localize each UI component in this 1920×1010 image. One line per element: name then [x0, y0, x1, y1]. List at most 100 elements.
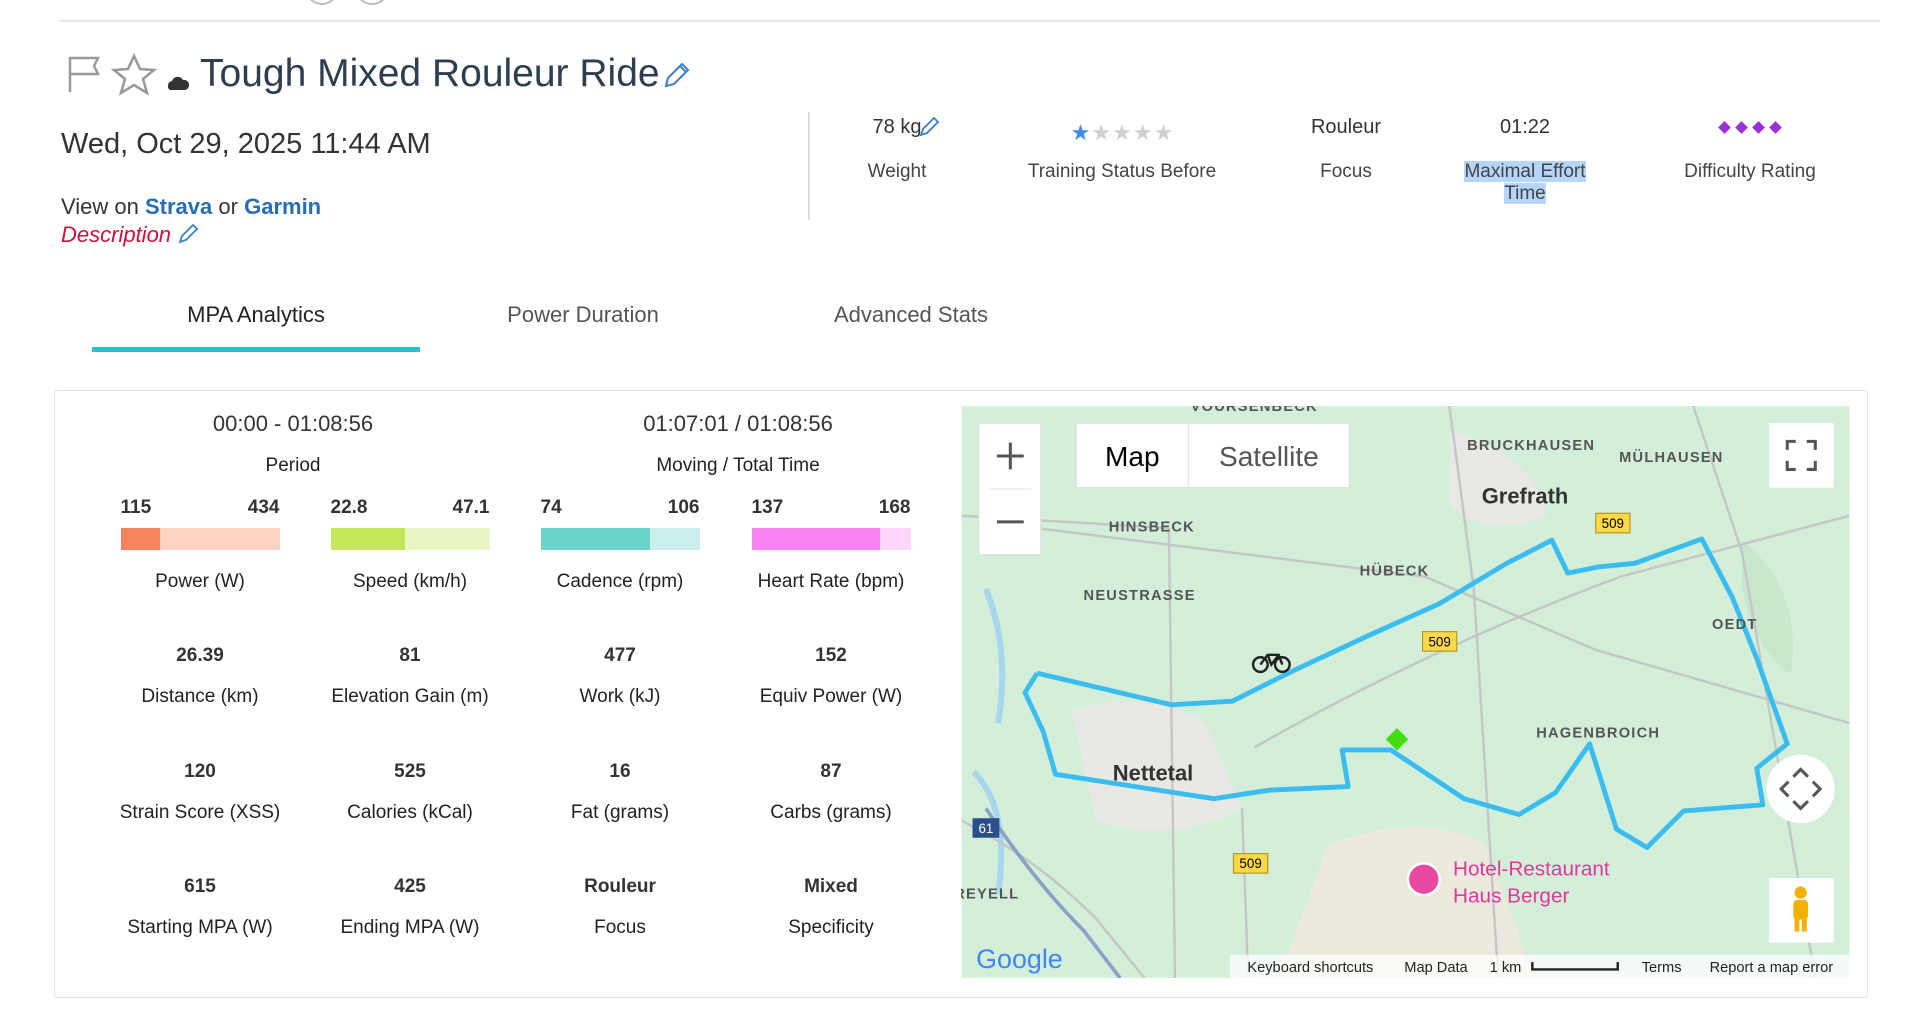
- tab[interactable]: Power Duration: [507, 302, 659, 327]
- or: or: [218, 194, 238, 219]
- stat-value: 477: [604, 645, 636, 666]
- star: ★: [1112, 120, 1132, 145]
- range-label: Power (W): [155, 571, 245, 592]
- summary-label: Focus: [1320, 161, 1372, 183]
- stat-label: Focus: [594, 917, 646, 938]
- diamond: [1718, 121, 1731, 134]
- map-label: NEUSTRASSE: [1084, 588, 1196, 604]
- strava-link[interactable]: Strava: [145, 194, 213, 219]
- map-label: HAGENBROICH: [1536, 726, 1660, 742]
- map[interactable]: VOURSENBECK BRUCKHAUSEN MÜLHAUSEN Grefra…: [961, 406, 1850, 978]
- garmin-link[interactable]: Garmin: [244, 194, 322, 219]
- pegman[interactable]: [1768, 877, 1834, 943]
- difficulty-rating: [1718, 119, 1782, 136]
- stat-label: Distance (km): [141, 686, 259, 707]
- map-label: MÜLHAUSEN: [1619, 449, 1723, 466]
- map-button[interactable]: Map: [1105, 441, 1160, 472]
- stat-value: Mixed: [804, 876, 858, 897]
- stat-value: 615: [184, 876, 216, 897]
- range-label: Cadence (rpm): [556, 571, 684, 592]
- range-max: 434: [247, 497, 280, 518]
- tab[interactable]: Advanced Stats: [833, 302, 989, 327]
- stat-value: 26.39: [176, 645, 224, 666]
- time-value: 00:00 - 01:08:56: [212, 411, 374, 436]
- stat-label: Starting MPA (W): [127, 917, 273, 938]
- summary-label-text: Training Status Before: [1027, 161, 1217, 182]
- summary-label-text: Maximal Effort Time: [1464, 161, 1586, 204]
- map-label: VOURSENBECK: [1191, 406, 1318, 415]
- range-average: [540, 528, 650, 550]
- map-label: REYELL: [961, 887, 1019, 903]
- view-prefix: View on: [61, 194, 139, 219]
- stat-value: Rouleur: [584, 876, 656, 897]
- stat-label: Calories (kCal): [347, 802, 473, 823]
- stat-value: 16: [609, 761, 631, 782]
- edit-title[interactable]: [662, 60, 690, 90]
- range-average: [330, 528, 406, 550]
- road-shield: 509: [1428, 634, 1450, 649]
- map-footer[interactable]: Report a map error: [1710, 960, 1834, 976]
- map-footer[interactable]: Terms: [1642, 960, 1682, 976]
- range-min: 137: [751, 497, 784, 518]
- fullscreen[interactable]: [1768, 423, 1834, 488]
- range-min: 22.8: [330, 497, 368, 518]
- map-label: Nettetal: [1113, 760, 1193, 785]
- stat-value: 425: [394, 876, 426, 897]
- time-label: Period: [265, 455, 321, 476]
- map-button[interactable]: Satellite: [1219, 441, 1319, 472]
- divider: [808, 112, 810, 220]
- road-shield: 61: [978, 821, 993, 836]
- poi-label: Hotel-Restaurant: [1453, 858, 1610, 881]
- range-max: 47.1: [452, 497, 490, 518]
- range-label: Heart Rate (bpm): [757, 571, 905, 592]
- map-footer: 1 km: [1490, 960, 1522, 976]
- range-max: 106: [667, 497, 700, 518]
- map-label: OEDT: [1712, 617, 1758, 633]
- edit-description[interactable]: [177, 221, 201, 245]
- tab[interactable]: MPA Analytics: [187, 302, 325, 327]
- map-type[interactable]: Map Satellite: [1075, 422, 1351, 489]
- map-label: BRUCKHAUSEN: [1467, 438, 1595, 454]
- summary-label: Maximal Effort Time: [1457, 161, 1593, 205]
- summary-value: Rouleur: [1310, 116, 1382, 138]
- star-rating: ★ ★ ★ ★ ★: [1071, 120, 1174, 146]
- time-value: 01:07:01 / 01:08:56: [643, 411, 833, 436]
- stat-label: Fat (grams): [570, 802, 670, 823]
- stat-value: 525: [394, 761, 426, 782]
- stat-label: Carbs (grams): [770, 802, 892, 823]
- stat-label: Work (kJ): [579, 686, 661, 707]
- stat-value: 152: [815, 645, 847, 666]
- stat-value: 87: [820, 761, 842, 782]
- zoom-control[interactable]: [978, 422, 1042, 556]
- top-rule: [60, 20, 1880, 22]
- stat-label: Specificity: [788, 917, 874, 938]
- summary-label-text: Difficulty Rating: [1684, 161, 1816, 182]
- top-icons: [309, 0, 385, 5]
- road-shield: 509: [1239, 856, 1261, 871]
- summary-label: Weight: [868, 161, 927, 183]
- description-link[interactable]: Description: [61, 221, 201, 248]
- title-icons[interactable]: [64, 52, 194, 96]
- edit-weight[interactable]: [918, 114, 942, 138]
- range-label: Speed (km/h): [352, 571, 468, 592]
- range-min: 115: [120, 497, 152, 518]
- view-on: View on Strava or Garmin: [61, 194, 321, 220]
- map-label: HÜBECK: [1360, 563, 1430, 580]
- range-average: [751, 528, 880, 550]
- description[interactable]: Description: [61, 222, 172, 247]
- summary-label-text: Focus: [1320, 161, 1372, 182]
- stat-label: Ending MPA (W): [340, 917, 480, 938]
- range-max: 168: [878, 497, 911, 518]
- summary-value: 78 kg: [872, 116, 922, 138]
- summary-value: 01:22: [1499, 116, 1551, 138]
- stat-value: 81: [399, 645, 421, 666]
- time-label: Moving / Total Time: [656, 455, 820, 476]
- map-label: Grefrath: [1482, 484, 1569, 509]
- star: ★: [1153, 120, 1174, 145]
- star: ★: [1091, 120, 1112, 145]
- pan-control[interactable]: [1766, 754, 1835, 824]
- map-footer[interactable]: Map Data: [1404, 960, 1468, 976]
- date: Wed, Oct 29, 2025 11:44 AM: [61, 128, 431, 160]
- summary-label-text: Weight: [867, 161, 927, 182]
- map-footer[interactable]: Keyboard shortcuts: [1247, 960, 1373, 976]
